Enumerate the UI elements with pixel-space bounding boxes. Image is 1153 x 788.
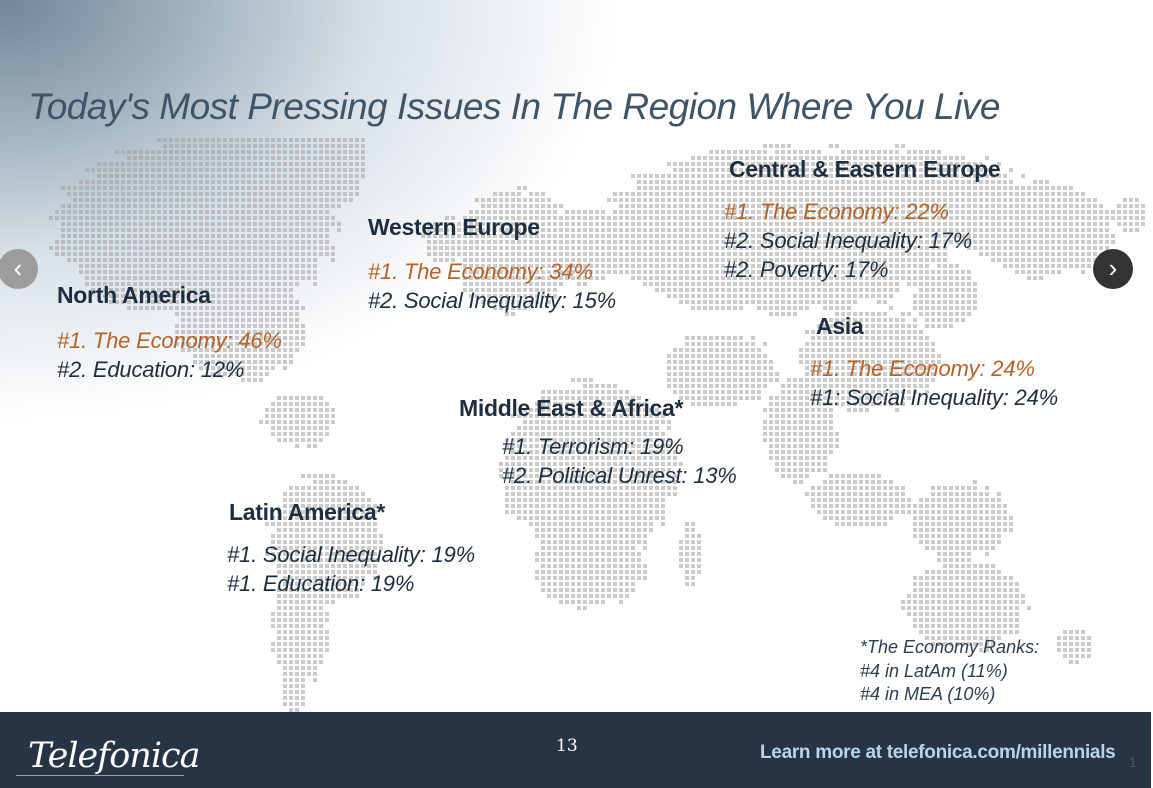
region-central-eastern-europe: Central & Eastern Europe #1. The Economy… — [724, 156, 1001, 284]
learn-more-link[interactable]: Learn more at telefonica.com/millennials — [760, 742, 1116, 763]
issue-item: #1. The Economy: 24% — [810, 356, 1035, 381]
chevron-left-icon: ‹ — [13, 253, 23, 283]
region-north-america: North America #1. The Economy: 46% #2. E… — [57, 282, 282, 384]
issue-item: #1. The Economy: 46% — [57, 328, 282, 353]
region-latin-america: Latin America* #1. Social Inequality: 19… — [227, 499, 475, 598]
footnote-line: *The Economy Ranks: — [860, 637, 1040, 657]
world-dot-map — [49, 138, 1145, 712]
issue-item: #2. Education: 12% — [57, 357, 245, 382]
issue-item: #1. Social Inequality: 19% — [227, 542, 475, 567]
page-number: 13 — [556, 736, 578, 756]
region-asia: Asia #1. The Economy: 24% #1: Social Ine… — [810, 313, 1058, 412]
region-name: Asia — [816, 313, 864, 339]
next-slide-button[interactable]: › — [1093, 249, 1133, 289]
region-western-europe: Western Europe #1. The Economy: 34% #2. … — [368, 214, 616, 315]
region-middle-east-africa: Middle East & Africa* #1. Terrorism: 19%… — [459, 395, 737, 490]
logo-underline — [16, 775, 184, 776]
telefonica-logo: Telefonica — [28, 736, 200, 776]
region-name: North America — [57, 282, 211, 308]
issue-item: #1. The Economy: 22% — [724, 199, 949, 224]
issue-item: #2. Social Inequality: 15% — [368, 288, 616, 313]
corner-number: 1 — [1129, 754, 1137, 770]
region-name: Central & Eastern Europe — [729, 156, 1001, 182]
issue-item: #2. Political Unrest: 13% — [502, 463, 737, 488]
region-name: Western Europe — [368, 214, 540, 240]
issue-item: #1. Terrorism: 19% — [502, 434, 684, 459]
issue-item: #2. Social Inequality: 17% — [724, 228, 972, 253]
chevron-right-icon: › — [1108, 253, 1118, 283]
region-name: Latin America* — [229, 499, 386, 525]
footnote: *The Economy Ranks: #4 in LatAm (11%) #4… — [860, 636, 1039, 707]
issue-item: #2. Poverty: 17% — [724, 257, 889, 282]
issue-item: #1. The Economy: 34% — [368, 259, 593, 284]
previous-slide-button[interactable]: ‹ — [0, 249, 38, 289]
footer-bar: Telefonica 13 Learn more at telefonica.c… — [0, 712, 1151, 788]
footnote-line: #4 in LatAm (11%) — [860, 660, 1008, 681]
footnote-line: #4 in MEA (10%) — [860, 684, 996, 704]
slide-title: Today's Most Pressing Issues In The Regi… — [28, 86, 1000, 127]
issue-item: #1. Education: 19% — [227, 571, 415, 596]
region-name: Middle East & Africa* — [459, 395, 684, 421]
issue-item: #1: Social Inequality: 24% — [810, 385, 1058, 410]
